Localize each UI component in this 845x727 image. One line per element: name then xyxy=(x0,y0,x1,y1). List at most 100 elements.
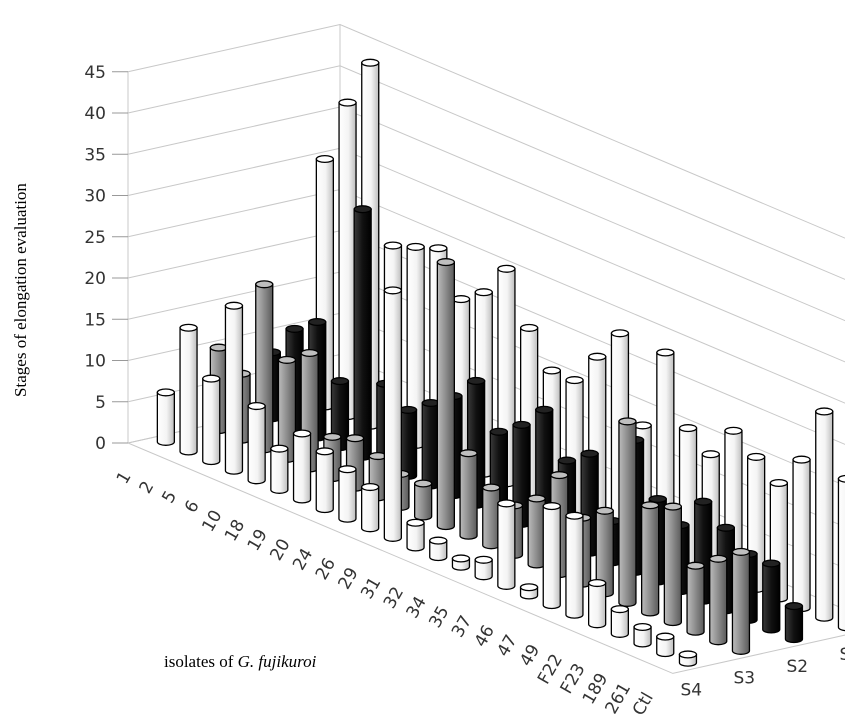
bar xyxy=(837,474,845,632)
series-label: S1 xyxy=(839,645,845,665)
x-tick-label: 6 xyxy=(181,497,204,516)
bar-top xyxy=(641,501,660,510)
bar-top xyxy=(406,242,425,251)
bar-top xyxy=(436,258,456,267)
bar-top xyxy=(784,602,804,611)
bar-body xyxy=(270,448,289,494)
bar xyxy=(451,554,471,571)
bar-top xyxy=(489,427,509,436)
bar-top xyxy=(512,420,531,429)
bar xyxy=(656,632,675,658)
y-tick-label: 5 xyxy=(95,393,106,413)
x-axis-label-prefix: isolates of xyxy=(164,652,238,671)
bar xyxy=(784,602,804,644)
bar-top xyxy=(255,280,274,289)
bar-top xyxy=(383,241,403,250)
bar-top xyxy=(353,205,372,214)
bar xyxy=(709,554,728,646)
bar-top xyxy=(247,401,266,411)
bar-top xyxy=(300,348,319,358)
bar-top xyxy=(482,483,501,492)
bar-top xyxy=(837,474,845,483)
bar-top xyxy=(429,536,448,545)
bar-top xyxy=(762,559,781,568)
series-label: S4 xyxy=(680,681,702,701)
bar-top xyxy=(656,632,675,641)
bar xyxy=(641,501,660,617)
bar-top xyxy=(202,374,221,383)
bar-body xyxy=(663,505,682,627)
bar xyxy=(429,536,448,562)
bar-top xyxy=(815,407,834,416)
bar-top xyxy=(451,554,471,563)
y-tick-label: 30 xyxy=(84,187,106,207)
bar xyxy=(270,444,289,494)
bar-top xyxy=(588,352,607,361)
series-label: S3 xyxy=(733,669,755,689)
x-tick-label: 1 xyxy=(113,468,136,487)
bar xyxy=(360,482,380,533)
bar-body xyxy=(610,608,629,638)
bar xyxy=(497,499,516,590)
bar-top xyxy=(731,547,751,556)
bar-body xyxy=(709,558,728,646)
bar-body xyxy=(179,327,198,456)
x-axis-label: isolates of G. fujikuroi xyxy=(164,652,317,671)
bar-top xyxy=(527,494,546,503)
bar-body xyxy=(633,626,652,648)
bar xyxy=(436,258,456,531)
bar-top xyxy=(633,622,652,632)
bar-top xyxy=(701,450,720,459)
bar-body xyxy=(618,420,637,607)
y-tick-label: 35 xyxy=(84,145,106,165)
bar xyxy=(224,301,244,475)
bar-top xyxy=(519,583,539,592)
bar xyxy=(527,494,546,569)
bar xyxy=(398,405,418,480)
bar-top xyxy=(709,554,728,563)
bar-body xyxy=(429,539,448,562)
x-tick-label: 5 xyxy=(158,488,181,507)
bar-top xyxy=(580,449,599,458)
bar-top xyxy=(315,447,334,456)
bar-body xyxy=(474,559,493,581)
y-axis-ticks: 0 5 10 15 20 25 30 35 40 45 xyxy=(84,63,128,454)
bar-body xyxy=(459,452,478,540)
bar xyxy=(686,561,705,636)
bar-body xyxy=(353,208,372,461)
bar xyxy=(202,374,221,466)
x-tick-label: Ctl xyxy=(629,689,658,719)
bar-body xyxy=(837,478,845,632)
bar-body xyxy=(497,502,516,590)
bars xyxy=(156,58,845,667)
bar-top xyxy=(497,499,516,508)
bar-top xyxy=(179,323,198,332)
gridline xyxy=(127,24,845,239)
bar-top xyxy=(474,288,493,297)
bar-body xyxy=(686,565,705,636)
bar xyxy=(731,547,751,655)
bar-body xyxy=(202,377,221,466)
bar-top xyxy=(520,323,539,332)
y-tick-label: 15 xyxy=(84,310,106,330)
bar-body xyxy=(406,522,425,552)
y-tick-label: 45 xyxy=(84,63,106,83)
bar-top xyxy=(595,506,614,515)
bar-top xyxy=(565,376,584,385)
bar-top xyxy=(338,98,357,107)
bar-top xyxy=(459,449,478,458)
bar-body xyxy=(414,482,433,521)
bar-top xyxy=(724,426,743,435)
gridline xyxy=(127,65,845,280)
bar-body xyxy=(641,504,660,617)
bar-top xyxy=(292,429,312,438)
bar-top xyxy=(663,502,682,511)
bar xyxy=(762,559,781,634)
bar xyxy=(459,449,478,540)
bar-top xyxy=(383,286,403,295)
bar xyxy=(338,465,357,523)
y-tick-label: 10 xyxy=(84,352,106,372)
y-tick-label: 25 xyxy=(84,228,106,248)
bar-top xyxy=(686,561,705,570)
